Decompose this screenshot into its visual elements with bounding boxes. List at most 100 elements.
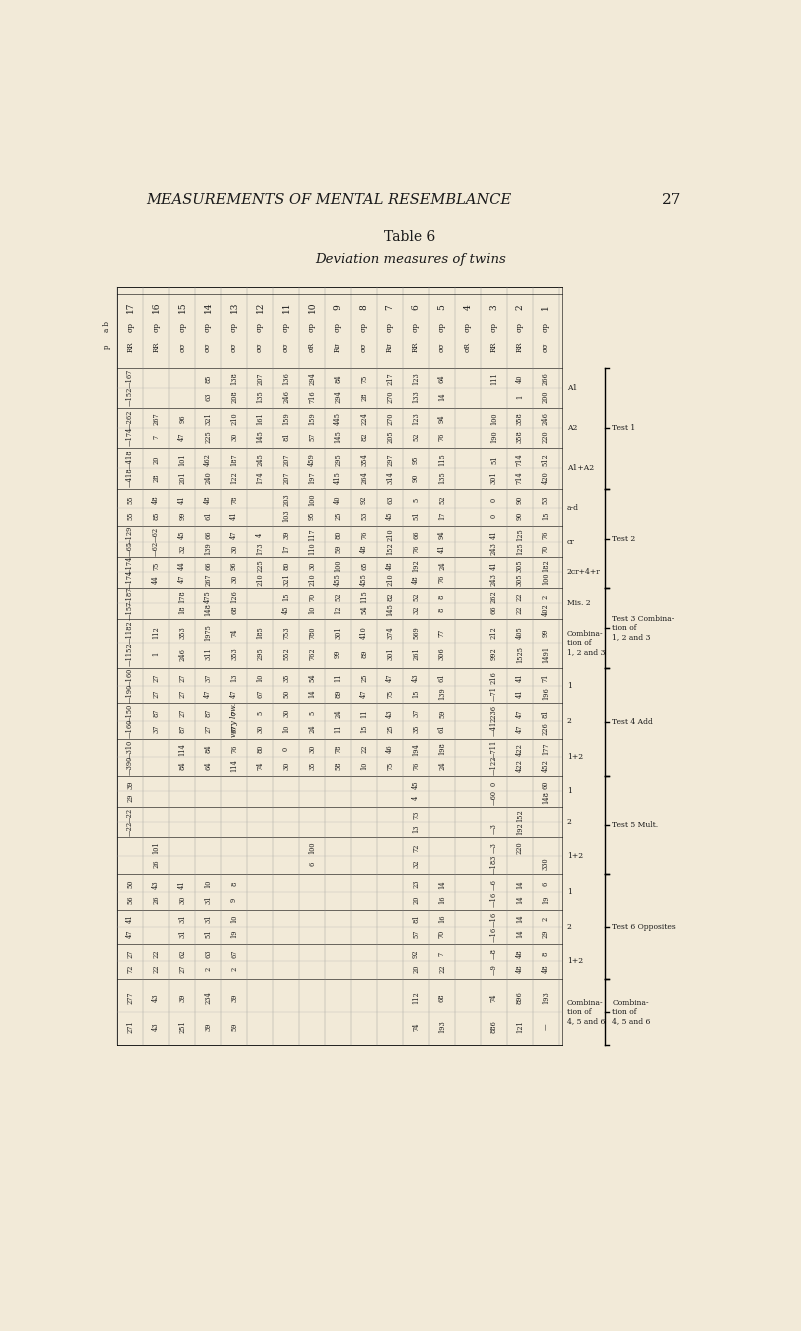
Text: 82: 82 <box>386 592 394 600</box>
Text: 5: 5 <box>412 498 420 502</box>
Text: 58: 58 <box>334 761 342 769</box>
Text: 9: 9 <box>230 897 238 902</box>
Text: 245: 245 <box>256 453 264 466</box>
Text: 173: 173 <box>256 542 264 555</box>
Text: 4: 4 <box>412 796 420 800</box>
Text: 50: 50 <box>127 880 135 888</box>
Text: 11: 11 <box>282 302 291 313</box>
Text: 32: 32 <box>412 860 420 868</box>
Text: 10: 10 <box>308 606 316 614</box>
Text: 112: 112 <box>152 626 160 639</box>
Text: 100: 100 <box>542 572 550 586</box>
Text: 452: 452 <box>542 759 550 772</box>
Text: RR: RR <box>516 342 524 353</box>
Text: 54: 54 <box>308 673 316 683</box>
Text: 271: 271 <box>127 1021 135 1033</box>
Text: A1+A2: A1+A2 <box>566 465 594 473</box>
Text: 35: 35 <box>412 724 420 733</box>
Text: 358: 358 <box>516 413 524 425</box>
Text: 47: 47 <box>230 531 238 539</box>
Text: A2: A2 <box>566 423 577 431</box>
Text: 27: 27 <box>127 949 135 958</box>
Text: RR: RR <box>490 342 498 353</box>
Text: 37: 37 <box>152 724 160 733</box>
Text: 76: 76 <box>412 544 420 552</box>
Text: 4: 4 <box>256 532 264 536</box>
Text: 63: 63 <box>204 393 212 401</box>
Text: 22: 22 <box>516 592 524 600</box>
Text: 84: 84 <box>204 745 212 753</box>
Text: 10: 10 <box>282 724 290 733</box>
Text: σp: σp <box>256 322 264 331</box>
Text: 110: 110 <box>308 542 316 555</box>
Text: 301: 301 <box>490 471 498 484</box>
Text: σp: σp <box>308 322 316 331</box>
Text: 20: 20 <box>412 965 420 973</box>
Text: RR: RR <box>152 342 160 353</box>
Text: 2: 2 <box>566 819 572 827</box>
Text: 226: 226 <box>542 723 550 735</box>
Text: 992: 992 <box>490 648 498 660</box>
Text: 1975: 1975 <box>204 624 212 640</box>
Text: 208: 208 <box>230 390 238 403</box>
Text: Test 2: Test 2 <box>613 535 636 543</box>
Text: 85: 85 <box>204 374 212 383</box>
Text: σp: σp <box>204 322 212 331</box>
Text: —16: —16 <box>490 892 498 908</box>
Text: 126: 126 <box>230 590 238 603</box>
Text: 194: 194 <box>412 743 420 756</box>
Text: 89: 89 <box>334 689 342 697</box>
Text: —167: —167 <box>127 369 135 389</box>
Text: a b: a b <box>103 321 111 333</box>
Text: 20: 20 <box>152 455 160 463</box>
Text: 48: 48 <box>412 575 420 583</box>
Text: 52: 52 <box>438 495 446 504</box>
Text: 26: 26 <box>152 860 160 868</box>
Text: 262: 262 <box>490 590 498 603</box>
Text: Table 6: Table 6 <box>384 230 436 244</box>
Text: 72: 72 <box>127 965 135 973</box>
Text: 193: 193 <box>438 1021 446 1033</box>
Text: 294: 294 <box>308 373 316 385</box>
Text: 27: 27 <box>152 673 160 681</box>
Text: —1182: —1182 <box>127 620 135 644</box>
Text: σσ: σσ <box>360 342 368 351</box>
Text: 19: 19 <box>230 930 238 938</box>
Text: 114: 114 <box>178 743 186 756</box>
Text: 100: 100 <box>308 494 316 506</box>
Text: σp: σp <box>438 322 446 331</box>
Text: 70: 70 <box>308 592 316 600</box>
Text: 270: 270 <box>386 413 394 425</box>
Text: 264: 264 <box>360 471 368 484</box>
Text: 30: 30 <box>178 896 186 904</box>
Text: 41: 41 <box>516 673 524 683</box>
Text: 43: 43 <box>152 993 160 1002</box>
Text: 135: 135 <box>256 390 264 403</box>
Text: —8: —8 <box>490 948 498 958</box>
Text: 152: 152 <box>386 542 394 555</box>
Text: 25: 25 <box>360 673 368 681</box>
Text: σp: σp <box>516 322 524 331</box>
Text: —390: —390 <box>127 756 135 775</box>
Text: 12: 12 <box>334 606 342 615</box>
Text: —190: —190 <box>127 684 135 703</box>
Text: 23: 23 <box>412 880 420 889</box>
Text: 30: 30 <box>256 724 264 733</box>
Text: —65: —65 <box>127 540 135 556</box>
Text: 295: 295 <box>256 648 264 660</box>
Text: —1152: —1152 <box>127 643 135 666</box>
Text: 0: 0 <box>490 783 498 787</box>
Text: 305: 305 <box>516 559 524 572</box>
Text: 136: 136 <box>282 373 290 385</box>
Text: 24: 24 <box>438 562 446 570</box>
Text: —62: —62 <box>152 540 160 556</box>
Text: 2: 2 <box>566 717 572 725</box>
Text: 30: 30 <box>230 433 238 441</box>
Text: 374: 374 <box>386 626 394 639</box>
Text: 2: 2 <box>566 922 572 930</box>
Text: 410: 410 <box>360 626 368 639</box>
Text: 115: 115 <box>360 590 368 603</box>
Text: 101: 101 <box>178 453 186 466</box>
Text: 311: 311 <box>204 648 212 660</box>
Text: 62: 62 <box>178 949 186 958</box>
